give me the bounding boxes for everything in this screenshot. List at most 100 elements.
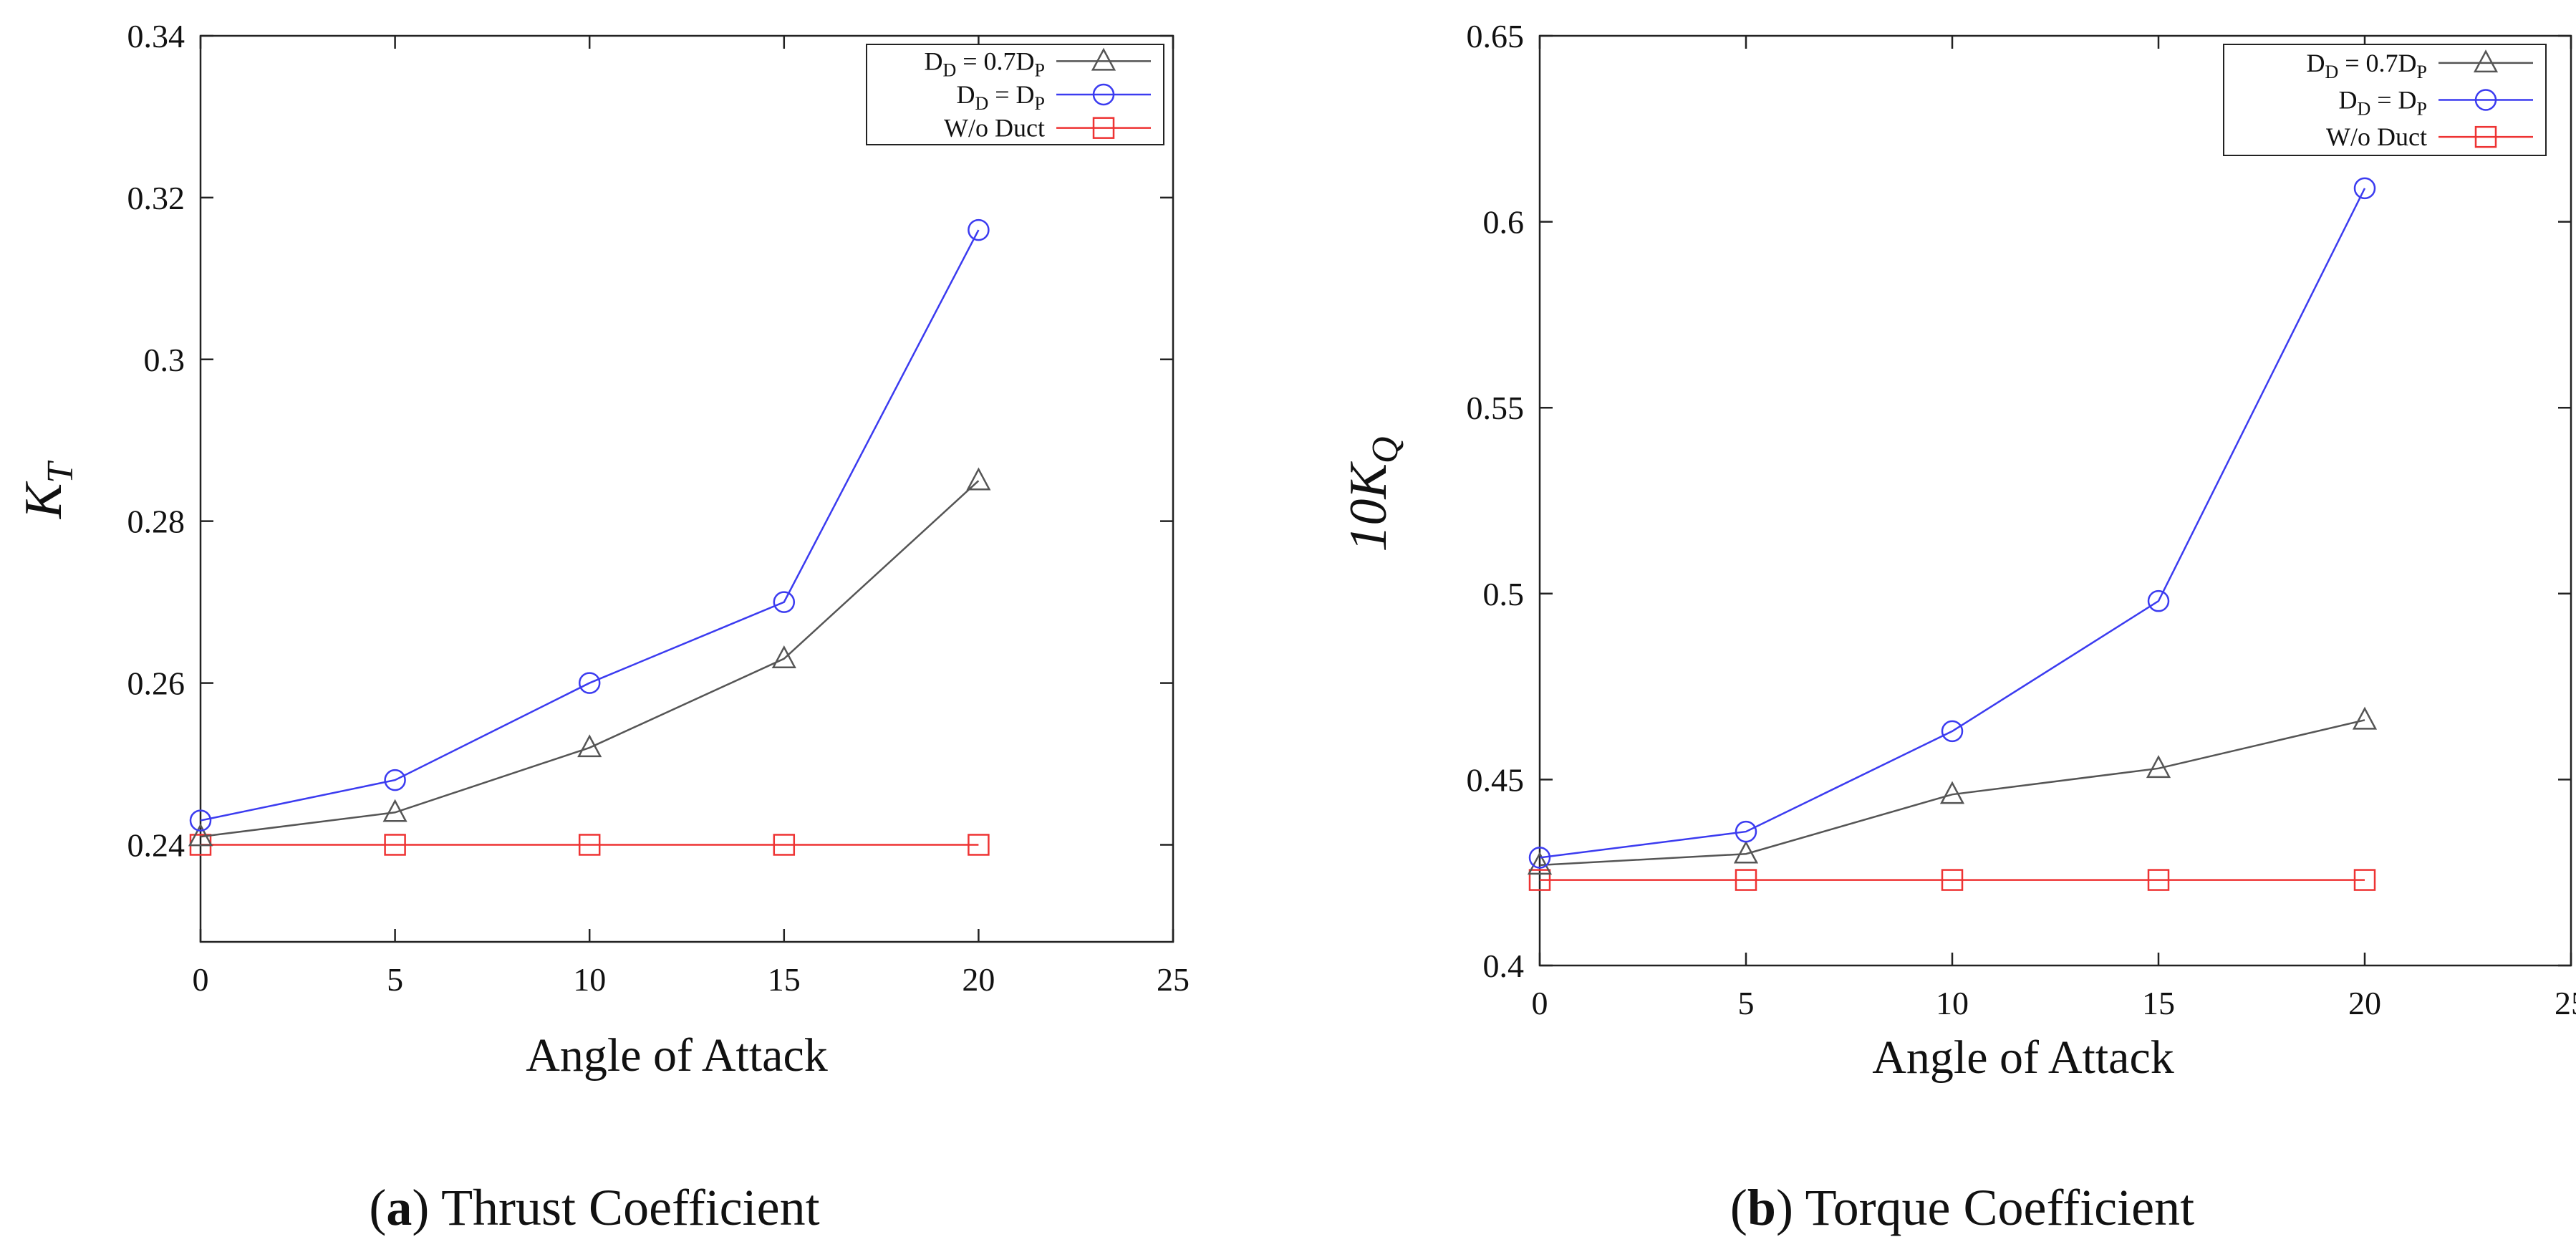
- y-tick-label: 0.5: [1483, 576, 1525, 612]
- x-tick-label: 0: [1532, 985, 1548, 1021]
- caption-paren: ): [412, 1179, 441, 1236]
- y-axis-label-main: K: [14, 481, 73, 519]
- legend-label-subscript: D: [942, 59, 956, 80]
- data-point: [773, 591, 796, 613]
- legend-marker: [1092, 83, 1115, 106]
- series-circle: [189, 218, 990, 832]
- legend-label-subscript: P: [1035, 93, 1045, 114]
- data-point: [2353, 869, 2376, 891]
- x-tick-label: 25: [2555, 985, 2576, 1021]
- data-point: [1941, 869, 1964, 891]
- y-tick-label: 0.34: [127, 18, 185, 54]
- data-point: [1735, 869, 1757, 891]
- legend-label-part: = 0.7D: [956, 47, 1034, 75]
- legend-label-part: = D: [2370, 86, 2416, 115]
- legend-marker: [1091, 47, 1116, 71]
- data-point: [384, 769, 406, 791]
- y-axis-label: KT: [14, 461, 81, 519]
- data-point: [1528, 847, 1551, 869]
- data-point: [2353, 177, 2376, 200]
- y-axis-label: 10KQ: [1339, 437, 1406, 552]
- figure-caption: (a) Thrust Coefficient: [369, 1179, 819, 1236]
- data-point: [773, 834, 796, 856]
- data-point: [966, 467, 991, 491]
- legend-label-part: D: [2306, 49, 2325, 77]
- x-axis-label: Angle of Attack: [1872, 1031, 2174, 1084]
- y-tick-label: 0.55: [1467, 390, 1525, 426]
- x-tick-label: 25: [1157, 961, 1190, 998]
- x-tick-label: 15: [2142, 985, 2175, 1021]
- legend-marker: [1092, 117, 1115, 139]
- legend-label-part: D: [956, 80, 975, 109]
- series-square: [189, 834, 990, 856]
- legend-label: DD = DP: [956, 80, 1045, 114]
- series-line: [200, 480, 980, 838]
- data-point: [2146, 755, 2171, 779]
- y-tick-label: 0.32: [127, 180, 185, 216]
- y-tick-label: 0.65: [1467, 18, 1525, 54]
- data-point: [188, 823, 213, 847]
- legend-label-subscript: P: [2417, 62, 2427, 82]
- data-point: [2352, 706, 2378, 730]
- data-point: [2147, 869, 2170, 891]
- plot-frame: [1538, 34, 2572, 967]
- caption-paren: ): [1776, 1179, 1805, 1236]
- legend-label-part: = D: [988, 80, 1034, 109]
- x-tick-label: 20: [962, 961, 995, 998]
- y-axis-label-subscript: T: [40, 461, 81, 483]
- data-point: [771, 645, 796, 668]
- y-tick-label: 0.24: [127, 827, 185, 863]
- y-tick-label: 0.26: [127, 665, 185, 702]
- legend-label-subscript: D: [2325, 62, 2338, 82]
- data-point: [578, 672, 601, 694]
- caption-paren: (: [369, 1179, 386, 1236]
- x-tick-label: 0: [193, 961, 209, 998]
- figure-caption: (b) Torque Coefficient: [1730, 1179, 2194, 1236]
- y-tick-label: 0.4: [1483, 948, 1525, 984]
- caption-text: Torque Coefficient: [1805, 1179, 2194, 1236]
- chart-panel-a: 0.24 0.26 0.28 0.3 0.32 0.34 0 5 10 15 20 25 Angle o…: [14, 18, 1190, 1236]
- caption-letter: a: [386, 1179, 412, 1236]
- data-point: [1939, 781, 1965, 804]
- series-triangle: [188, 467, 991, 847]
- data-point: [1733, 840, 1759, 864]
- legend-label-part: D: [924, 47, 942, 75]
- legend-label-subscript: D: [2357, 99, 2370, 120]
- data-point: [2147, 589, 2170, 612]
- data-point: [578, 834, 601, 856]
- plot-frame: [199, 34, 1174, 943]
- x-tick-label: 15: [768, 961, 801, 998]
- legend-label-part: = 0.7D: [2338, 49, 2416, 77]
- data-point: [384, 834, 406, 856]
- y-tick-label: 0.3: [144, 342, 185, 378]
- caption-text: Thrust Coefficient: [441, 1179, 820, 1236]
- data-point: [189, 809, 212, 832]
- data-point: [968, 218, 990, 241]
- data-point: [1528, 869, 1551, 891]
- x-tick-label: 5: [1738, 985, 1755, 1021]
- y-axis-label-subscript: Q: [1365, 437, 1406, 464]
- caption-letter: b: [1747, 1179, 1776, 1236]
- series-circle: [1528, 177, 2376, 869]
- series-line: [1539, 188, 2366, 859]
- series-line: [1539, 719, 2365, 867]
- data-point: [1735, 820, 1757, 843]
- x-tick-label: 5: [387, 961, 403, 998]
- data-point: [968, 834, 990, 856]
- y-axis-label-main: 10K: [1339, 461, 1398, 552]
- legend-label-subscript: P: [2417, 99, 2427, 120]
- legend-label-subscript: D: [975, 93, 988, 114]
- x-tick-label: 20: [2348, 985, 2381, 1021]
- legend-marker: [2473, 49, 2499, 73]
- series-line: [200, 229, 980, 822]
- x-tick-label: 10: [573, 961, 606, 998]
- legend-marker: [2474, 89, 2497, 111]
- y-tick-label: 0.45: [1467, 761, 1525, 798]
- legend-label: W/o Duct: [944, 114, 1045, 143]
- legend-marker: [2474, 125, 2497, 148]
- x-axis-label: Angle of Attack: [526, 1029, 828, 1082]
- data-point: [1941, 720, 1964, 743]
